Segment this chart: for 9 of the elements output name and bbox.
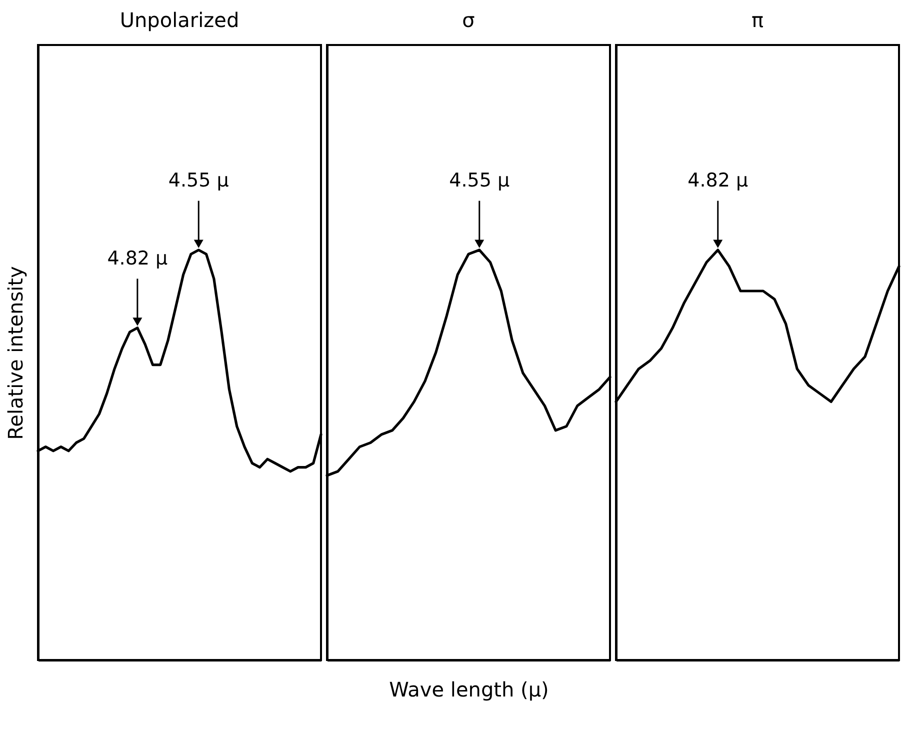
chart-title: Unpolarized [120, 8, 240, 32]
chart-title: π [751, 8, 764, 32]
annotation: 4.55 μ [168, 170, 229, 192]
annotation: 4.82 μ [688, 170, 748, 192]
x-axis-title: Wave length (μ) [389, 678, 549, 702]
chart-title: σ [462, 8, 476, 32]
y-axis-title: Relative intensity [4, 266, 28, 440]
annotation: 4.55 μ [449, 170, 510, 192]
annotation: 4.82 μ [107, 247, 168, 270]
